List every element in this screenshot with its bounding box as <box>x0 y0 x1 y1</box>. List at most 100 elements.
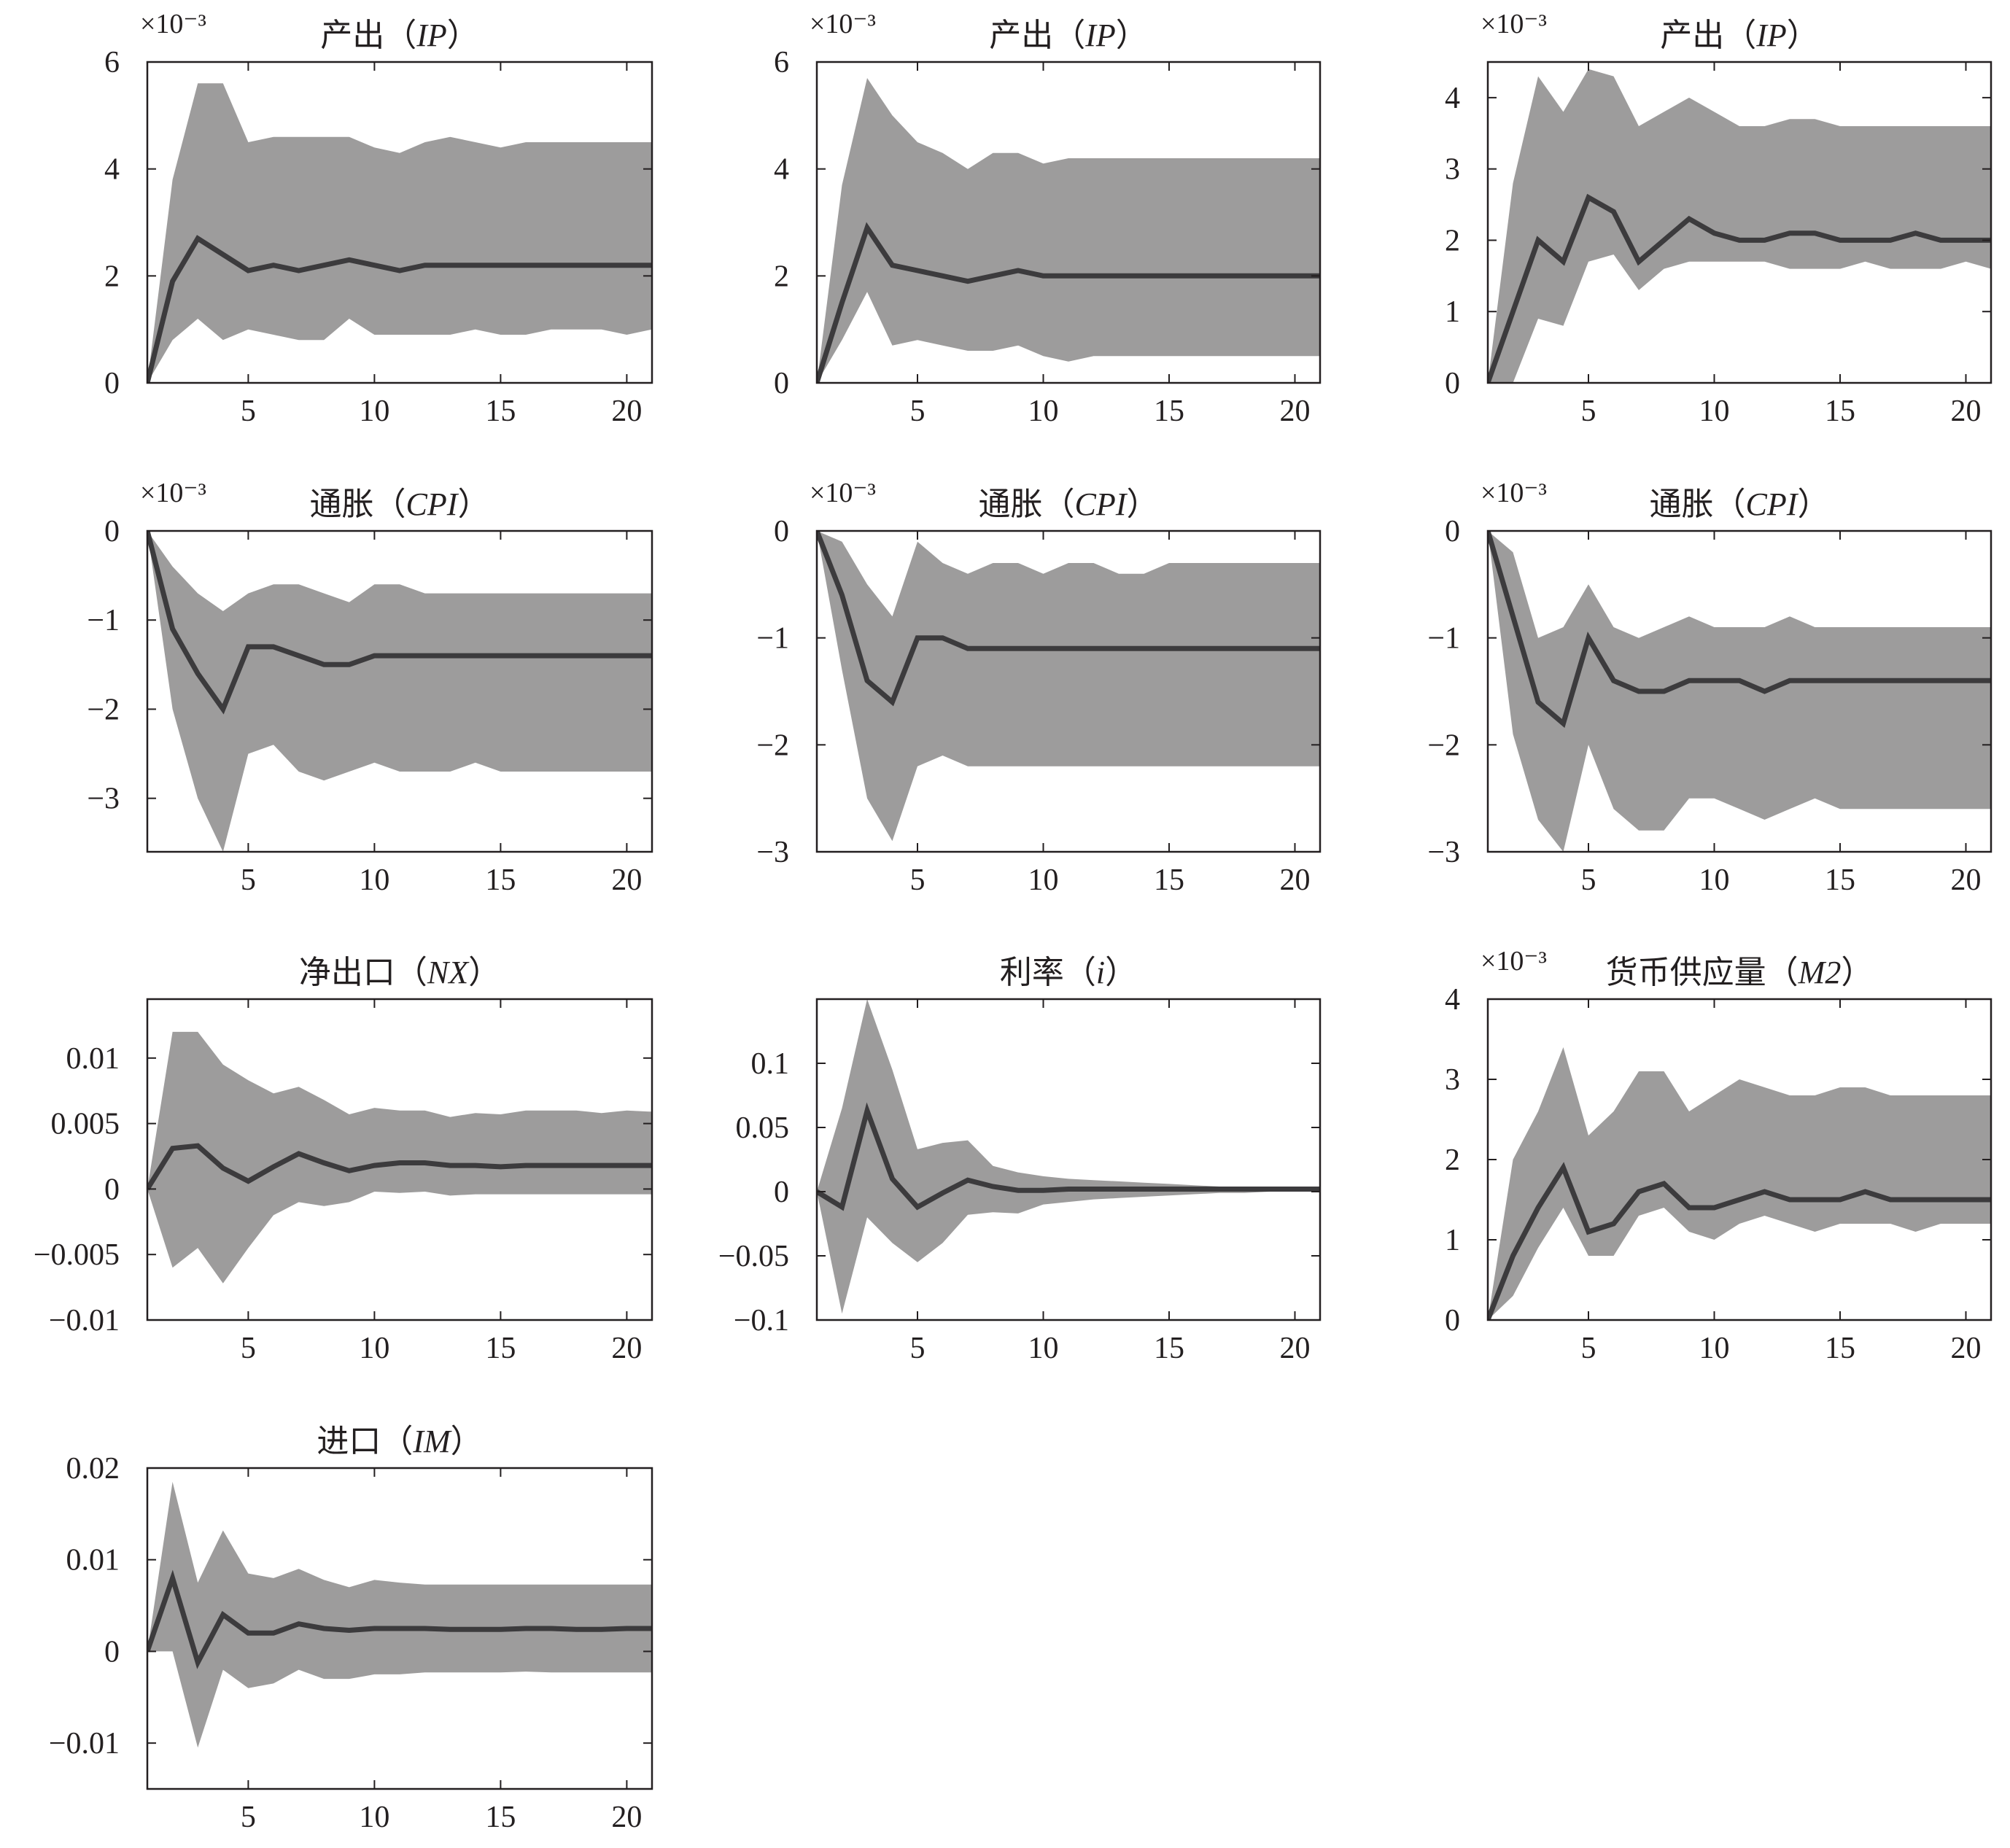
chart-title: 利率（i） <box>1000 955 1137 990</box>
x-tick-label: 5 <box>1581 395 1596 428</box>
y-tick-label: 2 <box>1445 1144 1460 1177</box>
x-tick-label: 20 <box>1951 395 1982 428</box>
y-scale-note: ×10⁻³ <box>140 9 206 39</box>
chart-title-paren-close: ） <box>1841 955 1873 990</box>
y-tick-label: −2 <box>756 729 789 762</box>
chart-title-variable: i <box>1096 955 1105 990</box>
chart-title-label: 产出 <box>989 18 1053 53</box>
x-tick-label: 10 <box>359 395 389 428</box>
chart-title-paren-open: （ <box>384 18 416 53</box>
x-tick-label: 15 <box>1154 863 1184 897</box>
x-tick-label: 10 <box>1028 395 1059 428</box>
y-tick-label: −2 <box>87 693 120 726</box>
chart-panel-1: 5 10 15 20 0 2 4 6 产出（IP） ×10⁻³ <box>104 9 653 428</box>
x-tick-label: 20 <box>611 1332 642 1365</box>
x-tick-label: 20 <box>1280 1332 1311 1365</box>
x-tick-label: 15 <box>1825 1332 1855 1365</box>
y-tick-label: 4 <box>104 153 120 187</box>
chart-title-paren-open: （ <box>395 955 427 990</box>
x-tick-label: 20 <box>611 1801 642 1834</box>
y-tick-label: 2 <box>104 260 120 293</box>
axes-frame-8 <box>815 998 1322 1321</box>
y-tick-label: 0.01 <box>66 1042 120 1076</box>
response-line-5 <box>817 531 1320 707</box>
y-tick-label: 3 <box>1445 1063 1460 1097</box>
chart-title-variable: IP <box>1084 18 1116 53</box>
chart-title: 产出（IP） <box>320 18 479 53</box>
y-tick-label: −0.01 <box>49 1727 120 1760</box>
axes-frame-2 <box>815 61 1322 384</box>
y-tick-label: 0 <box>104 367 120 400</box>
y-tick-label: 0 <box>774 515 789 548</box>
x-tick-label: 20 <box>611 395 642 428</box>
y-tick-label: 6 <box>104 46 120 79</box>
y-tick-label: −3 <box>87 783 120 816</box>
chart-title-label: 产出 <box>320 18 384 53</box>
confidence-band-1 <box>147 83 652 383</box>
chart-panel-3: 5 10 15 20 0 1 2 3 4 产出（IP） ×10⁻³ <box>1445 9 1992 428</box>
chart-title-label: 通胀 <box>979 486 1043 522</box>
y-tick-label: −0.1 <box>734 1304 789 1338</box>
y-scale-note: ×10⁻³ <box>810 9 876 39</box>
chart-title-label: 利率 <box>1000 955 1064 990</box>
x-tick-label: 15 <box>485 863 516 897</box>
chart-title-label: 进口 <box>317 1424 381 1459</box>
y-tick-label: −0.05 <box>718 1240 789 1273</box>
chart-title-paren-open: （ <box>1724 18 1756 53</box>
y-tick-label: −1 <box>87 604 120 637</box>
response-line-9 <box>1488 1162 1991 1320</box>
chart-title-paren-close: ） <box>1105 955 1137 990</box>
x-tick-label: 20 <box>1951 863 1982 897</box>
x-tick-label: 5 <box>910 863 926 897</box>
chart-title-paren-close: ） <box>1126 486 1158 522</box>
axes-frame-6 <box>1486 529 1992 853</box>
y-tick-label: −0.005 <box>34 1238 120 1272</box>
x-tick-label: 10 <box>1699 1332 1730 1365</box>
x-tick-label: 20 <box>1280 863 1311 897</box>
confidence-band-9 <box>1488 1047 1991 1320</box>
x-tick-label: 5 <box>241 1332 256 1365</box>
y-tick-label: 0 <box>104 515 120 548</box>
x-tick-label: 10 <box>359 863 389 897</box>
y-tick-label: 0.005 <box>51 1108 120 1141</box>
y-tick-label: 0 <box>104 1173 120 1206</box>
y-tick-label: −0.01 <box>49 1304 120 1338</box>
chart-title-variable: CPI <box>1746 486 1799 522</box>
y-scale-note: ×10⁻³ <box>1481 9 1547 39</box>
x-tick-label: 15 <box>485 1332 516 1365</box>
response-line-7 <box>147 1143 652 1191</box>
chart-title: 通胀（CPI） <box>1650 486 1830 522</box>
x-tick-label: 5 <box>241 863 256 897</box>
chart-title: 通胀（CPI） <box>979 486 1159 522</box>
chart-title-paren-open: （ <box>1064 955 1096 990</box>
y-tick-label: 0 <box>774 367 789 400</box>
y-tick-label: 0.01 <box>66 1544 120 1577</box>
x-tick-label: 5 <box>241 395 256 428</box>
chart-title: 产出（IP） <box>1660 18 1819 53</box>
y-tick-label: 2 <box>774 260 789 293</box>
response-line-2 <box>817 222 1320 383</box>
confidence-band-6 <box>1488 531 1991 852</box>
chart-title-variable: IP <box>1755 18 1787 53</box>
response-line-10 <box>147 1569 652 1669</box>
x-tick-label: 10 <box>1028 863 1059 897</box>
chart-title-variable: M2 <box>1798 955 1842 990</box>
y-tick-label: 4 <box>774 153 789 187</box>
y-tick-label: 3 <box>1445 153 1460 187</box>
chart-title-label: 通胀 <box>310 486 374 522</box>
chart-panel-7: 5 10 15 20 −0.01 −0.005 0 0.005 0.01 净出口（NX） <box>34 955 653 1365</box>
chart-title-variable: NX <box>427 955 470 990</box>
confidence-band-8 <box>817 999 1320 1314</box>
x-tick-label: 5 <box>1581 1332 1596 1365</box>
x-tick-label: 15 <box>1154 1332 1184 1365</box>
chart-title-paren-open: （ <box>1043 486 1075 522</box>
chart-title-label: 净出口 <box>299 955 395 990</box>
chart-title-paren-open: （ <box>374 486 406 522</box>
y-tick-label: 1 <box>1445 295 1460 329</box>
chart-panel-5: 5 10 15 20 −3 −2 −1 0 通胀（CPI） ×10⁻³ <box>756 478 1322 897</box>
y-tick-label: −3 <box>756 836 789 869</box>
chart-panel-4: 5 10 15 20 −3 −2 −1 0 通胀（CPI） ×10⁻³ <box>87 478 653 897</box>
x-tick-label: 20 <box>611 863 642 897</box>
x-tick-label: 5 <box>910 395 926 428</box>
y-tick-label: 4 <box>1445 82 1460 115</box>
